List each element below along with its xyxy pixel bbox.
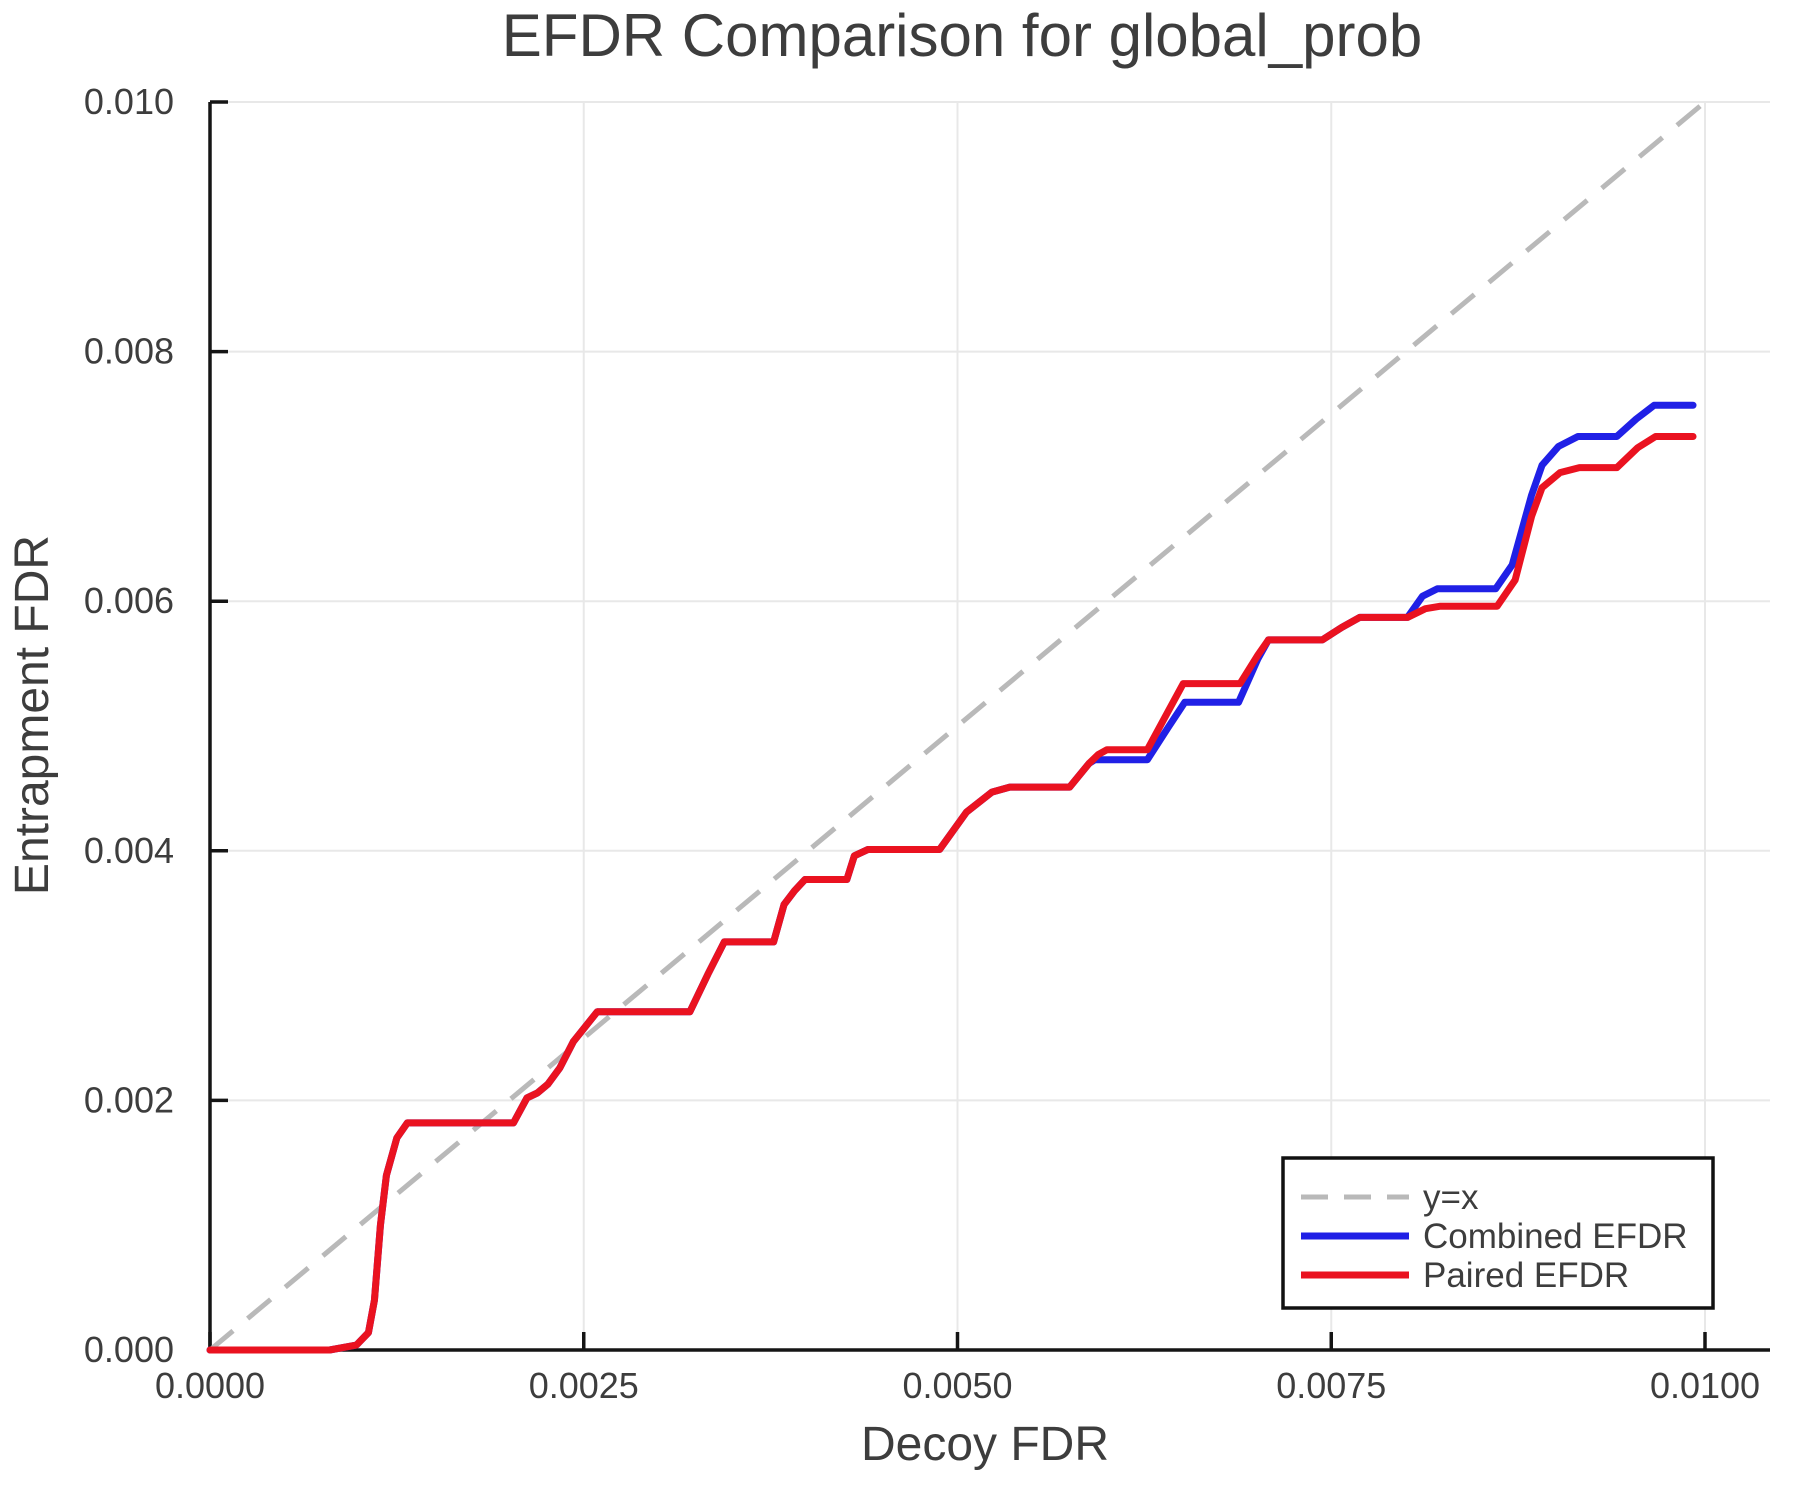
y-tick-label: 0.010 bbox=[84, 81, 174, 122]
x-tick-label: 0.0100 bbox=[1650, 1365, 1760, 1406]
y-tick-label: 0.006 bbox=[84, 580, 174, 621]
legend-label: Paired EFDR bbox=[1423, 1256, 1629, 1295]
x-tick-label: 0.0025 bbox=[529, 1365, 639, 1406]
legend-entry-identity: y=x bbox=[1301, 1178, 1479, 1217]
chart-title: EFDR Comparison for global_prob bbox=[502, 2, 1422, 69]
x-tick-label: 0.0000 bbox=[155, 1365, 265, 1406]
legend-label: Combined EFDR bbox=[1423, 1217, 1688, 1256]
y-tick-label: 0.004 bbox=[84, 830, 174, 871]
legend-entry-paired: Paired EFDR bbox=[1301, 1256, 1629, 1295]
x-axis-label: Decoy FDR bbox=[861, 1418, 1109, 1471]
tick-labels: 0.0000 0.0025 0.0050 0.0075 0.0100 0.000 0.002… bbox=[84, 81, 1760, 1406]
y-axis-label: Entrapment FDR bbox=[6, 535, 59, 895]
x-tick-label: 0.0050 bbox=[902, 1365, 1012, 1406]
y-tick-label: 0.000 bbox=[84, 1329, 174, 1370]
paired-line bbox=[206, 432, 1697, 1354]
legend-entry-combined: Combined EFDR bbox=[1301, 1217, 1688, 1256]
identity-line bbox=[208, 100, 1707, 1352]
axes-spines-ticks bbox=[208, 100, 1770, 1352]
x-tick-label: 0.0075 bbox=[1276, 1365, 1386, 1406]
y-tick-label: 0.008 bbox=[84, 331, 174, 372]
y-tick-label: 0.002 bbox=[84, 1079, 174, 1120]
legend-label: y=x bbox=[1423, 1178, 1479, 1217]
data-series bbox=[206, 100, 1707, 1354]
